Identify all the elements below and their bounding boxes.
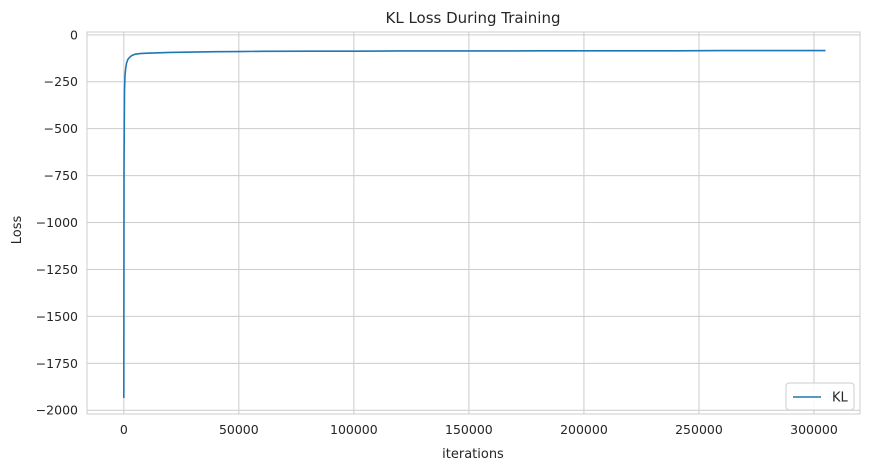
- tick-labels: 0 50000 100000 150000 200000 250000 300000 0 −25…: [36, 27, 838, 437]
- series-layer: [123, 49, 826, 399]
- y-tick-label: −1750: [36, 356, 78, 371]
- x-tick-label: 100000: [330, 422, 378, 437]
- legend-label-kl: KL: [832, 391, 849, 406]
- x-axis-label: iterations: [442, 447, 504, 462]
- y-tick-label: −250: [44, 74, 78, 89]
- x-tick-label: 150000: [445, 422, 493, 437]
- x-tick-label: 300000: [790, 422, 838, 437]
- legend: KL: [785, 382, 855, 411]
- plot-frame: [86, 31, 861, 415]
- x-tick-label: 250000: [675, 422, 723, 437]
- grid: [87, 32, 860, 414]
- x-tick-label: 50000: [219, 422, 259, 437]
- y-tick-label: −1500: [36, 309, 78, 324]
- x-tick-label: 0: [120, 422, 128, 437]
- series-line-kl: [123, 49, 826, 399]
- y-tick-label: −1000: [36, 215, 78, 230]
- y-tick-label: −2000: [36, 403, 78, 418]
- y-tick-label: −500: [44, 121, 78, 136]
- y-axis-label: Loss: [10, 216, 25, 245]
- chart-title: KL Loss During Training: [385, 9, 560, 27]
- x-tick-label: 200000: [560, 422, 608, 437]
- y-tick-label: 0: [70, 27, 78, 42]
- y-tick-label: −1250: [36, 262, 78, 277]
- y-tick-label: −750: [44, 168, 78, 183]
